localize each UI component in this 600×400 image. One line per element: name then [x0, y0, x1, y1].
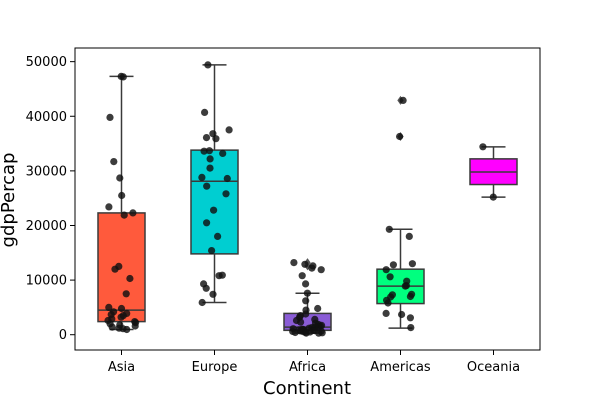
data-point	[386, 273, 394, 281]
iqr-box	[190, 149, 239, 255]
data-point	[317, 266, 325, 274]
y-tick-label: 20000	[26, 219, 67, 234]
data-point	[198, 173, 206, 181]
data-point	[201, 108, 209, 116]
data-point	[106, 113, 114, 121]
y-tick-label: 10000	[26, 274, 67, 289]
data-point	[308, 264, 316, 272]
points-layer	[104, 61, 497, 337]
data-point	[303, 289, 311, 297]
data-point	[208, 247, 216, 255]
data-point	[116, 174, 124, 182]
y-tick-label: 40000	[26, 110, 67, 125]
data-point	[118, 191, 126, 200]
data-point	[406, 314, 414, 322]
data-point	[209, 290, 217, 298]
x-tick-label-oceania: Oceania	[467, 360, 520, 375]
data-point	[119, 73, 127, 81]
data-point	[225, 126, 233, 134]
data-point	[202, 284, 210, 292]
data-point	[105, 303, 113, 311]
data-point	[302, 329, 310, 337]
data-point	[111, 265, 119, 273]
data-point	[389, 261, 397, 269]
data-point	[219, 149, 227, 157]
data-point	[398, 310, 406, 319]
data-point	[384, 299, 392, 307]
data-point	[203, 182, 211, 190]
data-point	[399, 96, 407, 104]
data-point	[120, 211, 128, 219]
x-tick-label-americas: Americas	[370, 360, 431, 375]
data-point	[406, 292, 414, 301]
data-point	[407, 324, 415, 332]
data-point	[314, 304, 322, 313]
y-tick-label: 50000	[26, 55, 67, 70]
box-europe	[190, 64, 239, 304]
data-point	[302, 297, 310, 305]
data-point	[401, 282, 409, 290]
data-point	[206, 164, 214, 172]
data-point	[302, 280, 310, 288]
box-asia	[97, 75, 146, 331]
y-axis-title: gdpPercap	[0, 153, 19, 248]
x-axis-title: Continent	[263, 378, 351, 399]
data-point	[222, 190, 230, 198]
data-point	[205, 147, 213, 155]
data-point	[122, 290, 130, 298]
data-point	[204, 61, 212, 69]
data-point	[203, 219, 211, 227]
data-point	[408, 260, 416, 268]
data-point	[298, 272, 306, 280]
data-point	[479, 143, 487, 151]
data-point	[396, 132, 404, 141]
box-oceania	[469, 146, 518, 198]
data-point	[117, 313, 125, 321]
data-point	[382, 309, 390, 317]
data-point	[301, 260, 309, 268]
x-tick-label-asia: Asia	[108, 360, 135, 375]
data-point	[315, 329, 323, 337]
data-point	[212, 135, 220, 143]
x-axis: Asia Europe Africa Americas Oceania	[108, 350, 520, 375]
data-point	[105, 203, 113, 211]
x-tick-label-europe: Europe	[192, 360, 238, 375]
y-tick-label: 30000	[26, 164, 67, 179]
data-point	[126, 274, 134, 283]
data-point	[382, 266, 390, 274]
data-point	[214, 232, 222, 240]
box-americas	[376, 95, 425, 329]
data-point	[297, 318, 305, 326]
data-point	[210, 206, 218, 214]
data-point	[110, 158, 118, 166]
data-point	[290, 259, 298, 267]
data-point	[202, 134, 211, 142]
data-point	[223, 174, 231, 183]
data-point	[198, 298, 206, 307]
data-point	[123, 325, 131, 334]
data-point	[405, 232, 413, 240]
data-point	[215, 272, 223, 280]
data-point	[108, 323, 116, 331]
y-tick-label: 0	[59, 328, 67, 343]
data-point	[117, 304, 126, 313]
data-point	[131, 322, 139, 330]
data-point	[206, 155, 214, 163]
data-point	[489, 193, 497, 201]
data-point	[129, 209, 137, 217]
x-tick-label-africa: Africa	[289, 360, 326, 375]
data-point	[200, 147, 208, 155]
data-point	[291, 328, 299, 337]
data-point	[385, 225, 393, 233]
y-axis: 0 10000 20000 30000 40000 50000	[26, 55, 75, 343]
